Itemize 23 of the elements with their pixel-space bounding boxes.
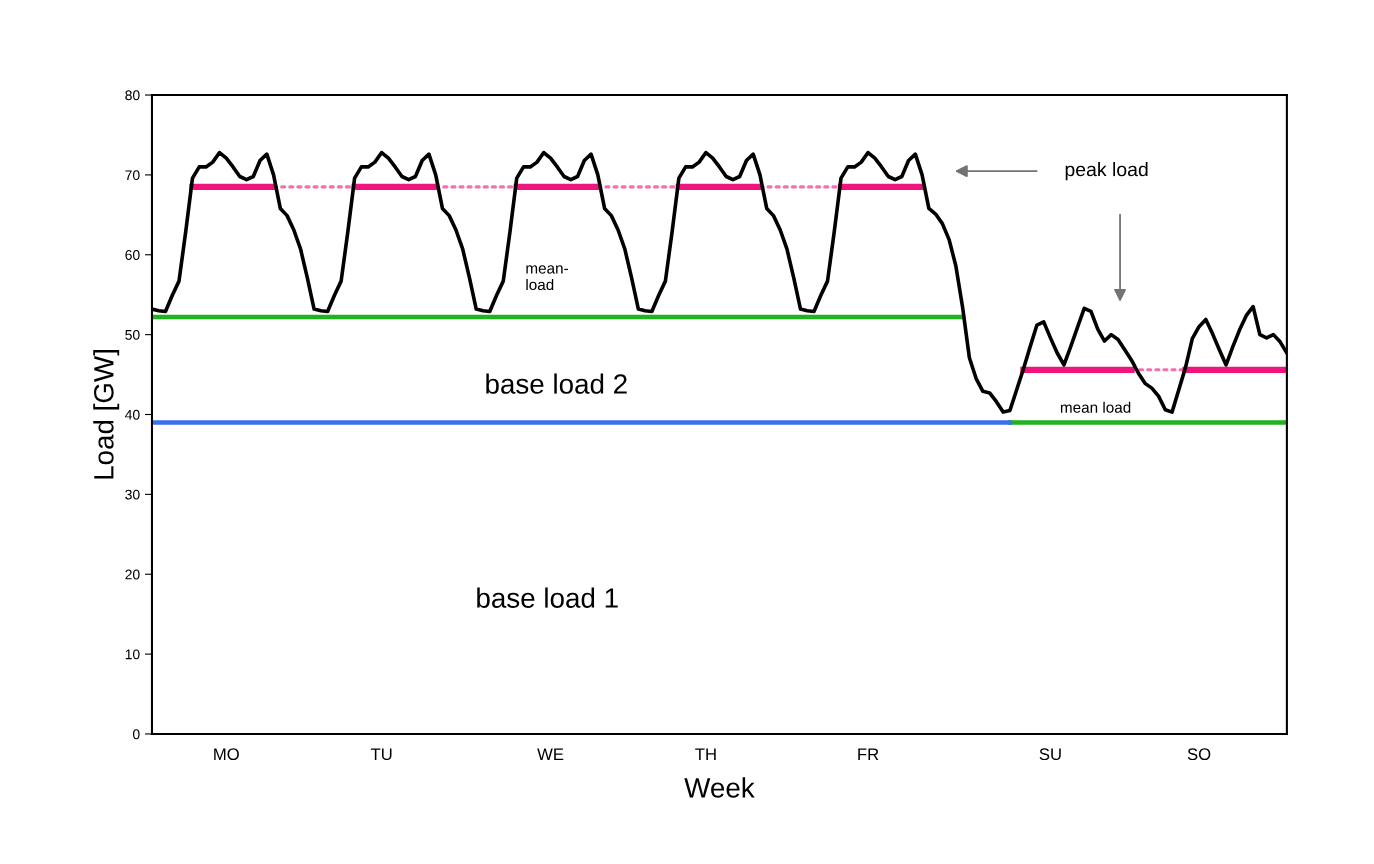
annotation: peak load: [1065, 162, 1148, 181]
x-axis-title: Week: [684, 777, 755, 798]
y-tick-label: 20: [125, 569, 140, 580]
x-tick-label: SU: [1039, 748, 1061, 761]
x-tick-label: TU: [370, 748, 392, 761]
annotation: base load 2: [486, 373, 627, 394]
annotation: mean load: [1060, 401, 1131, 413]
x-tick-label: WE: [537, 748, 564, 760]
y-tick-label: 0: [132, 729, 140, 740]
annotation: mean- load: [526, 265, 568, 291]
y-tick-label: 50: [125, 329, 140, 340]
x-tick-label: TH: [695, 748, 716, 760]
y-axis-title: Load [GW]: [93, 350, 120, 479]
y-tick-label: 40: [125, 409, 140, 420]
x-tick-label: SO: [1187, 748, 1211, 761]
y-tick-label: 60: [125, 250, 140, 260]
x-tick-label: MO: [214, 748, 239, 761]
y-tick-label: 80: [125, 90, 140, 101]
y-tick-label: 10: [125, 649, 140, 660]
y-tick-label: 30: [125, 489, 140, 500]
y-tick-label: 70: [125, 170, 140, 181]
annotation: base load 1: [477, 587, 618, 608]
x-tick-label: FR: [858, 748, 879, 760]
